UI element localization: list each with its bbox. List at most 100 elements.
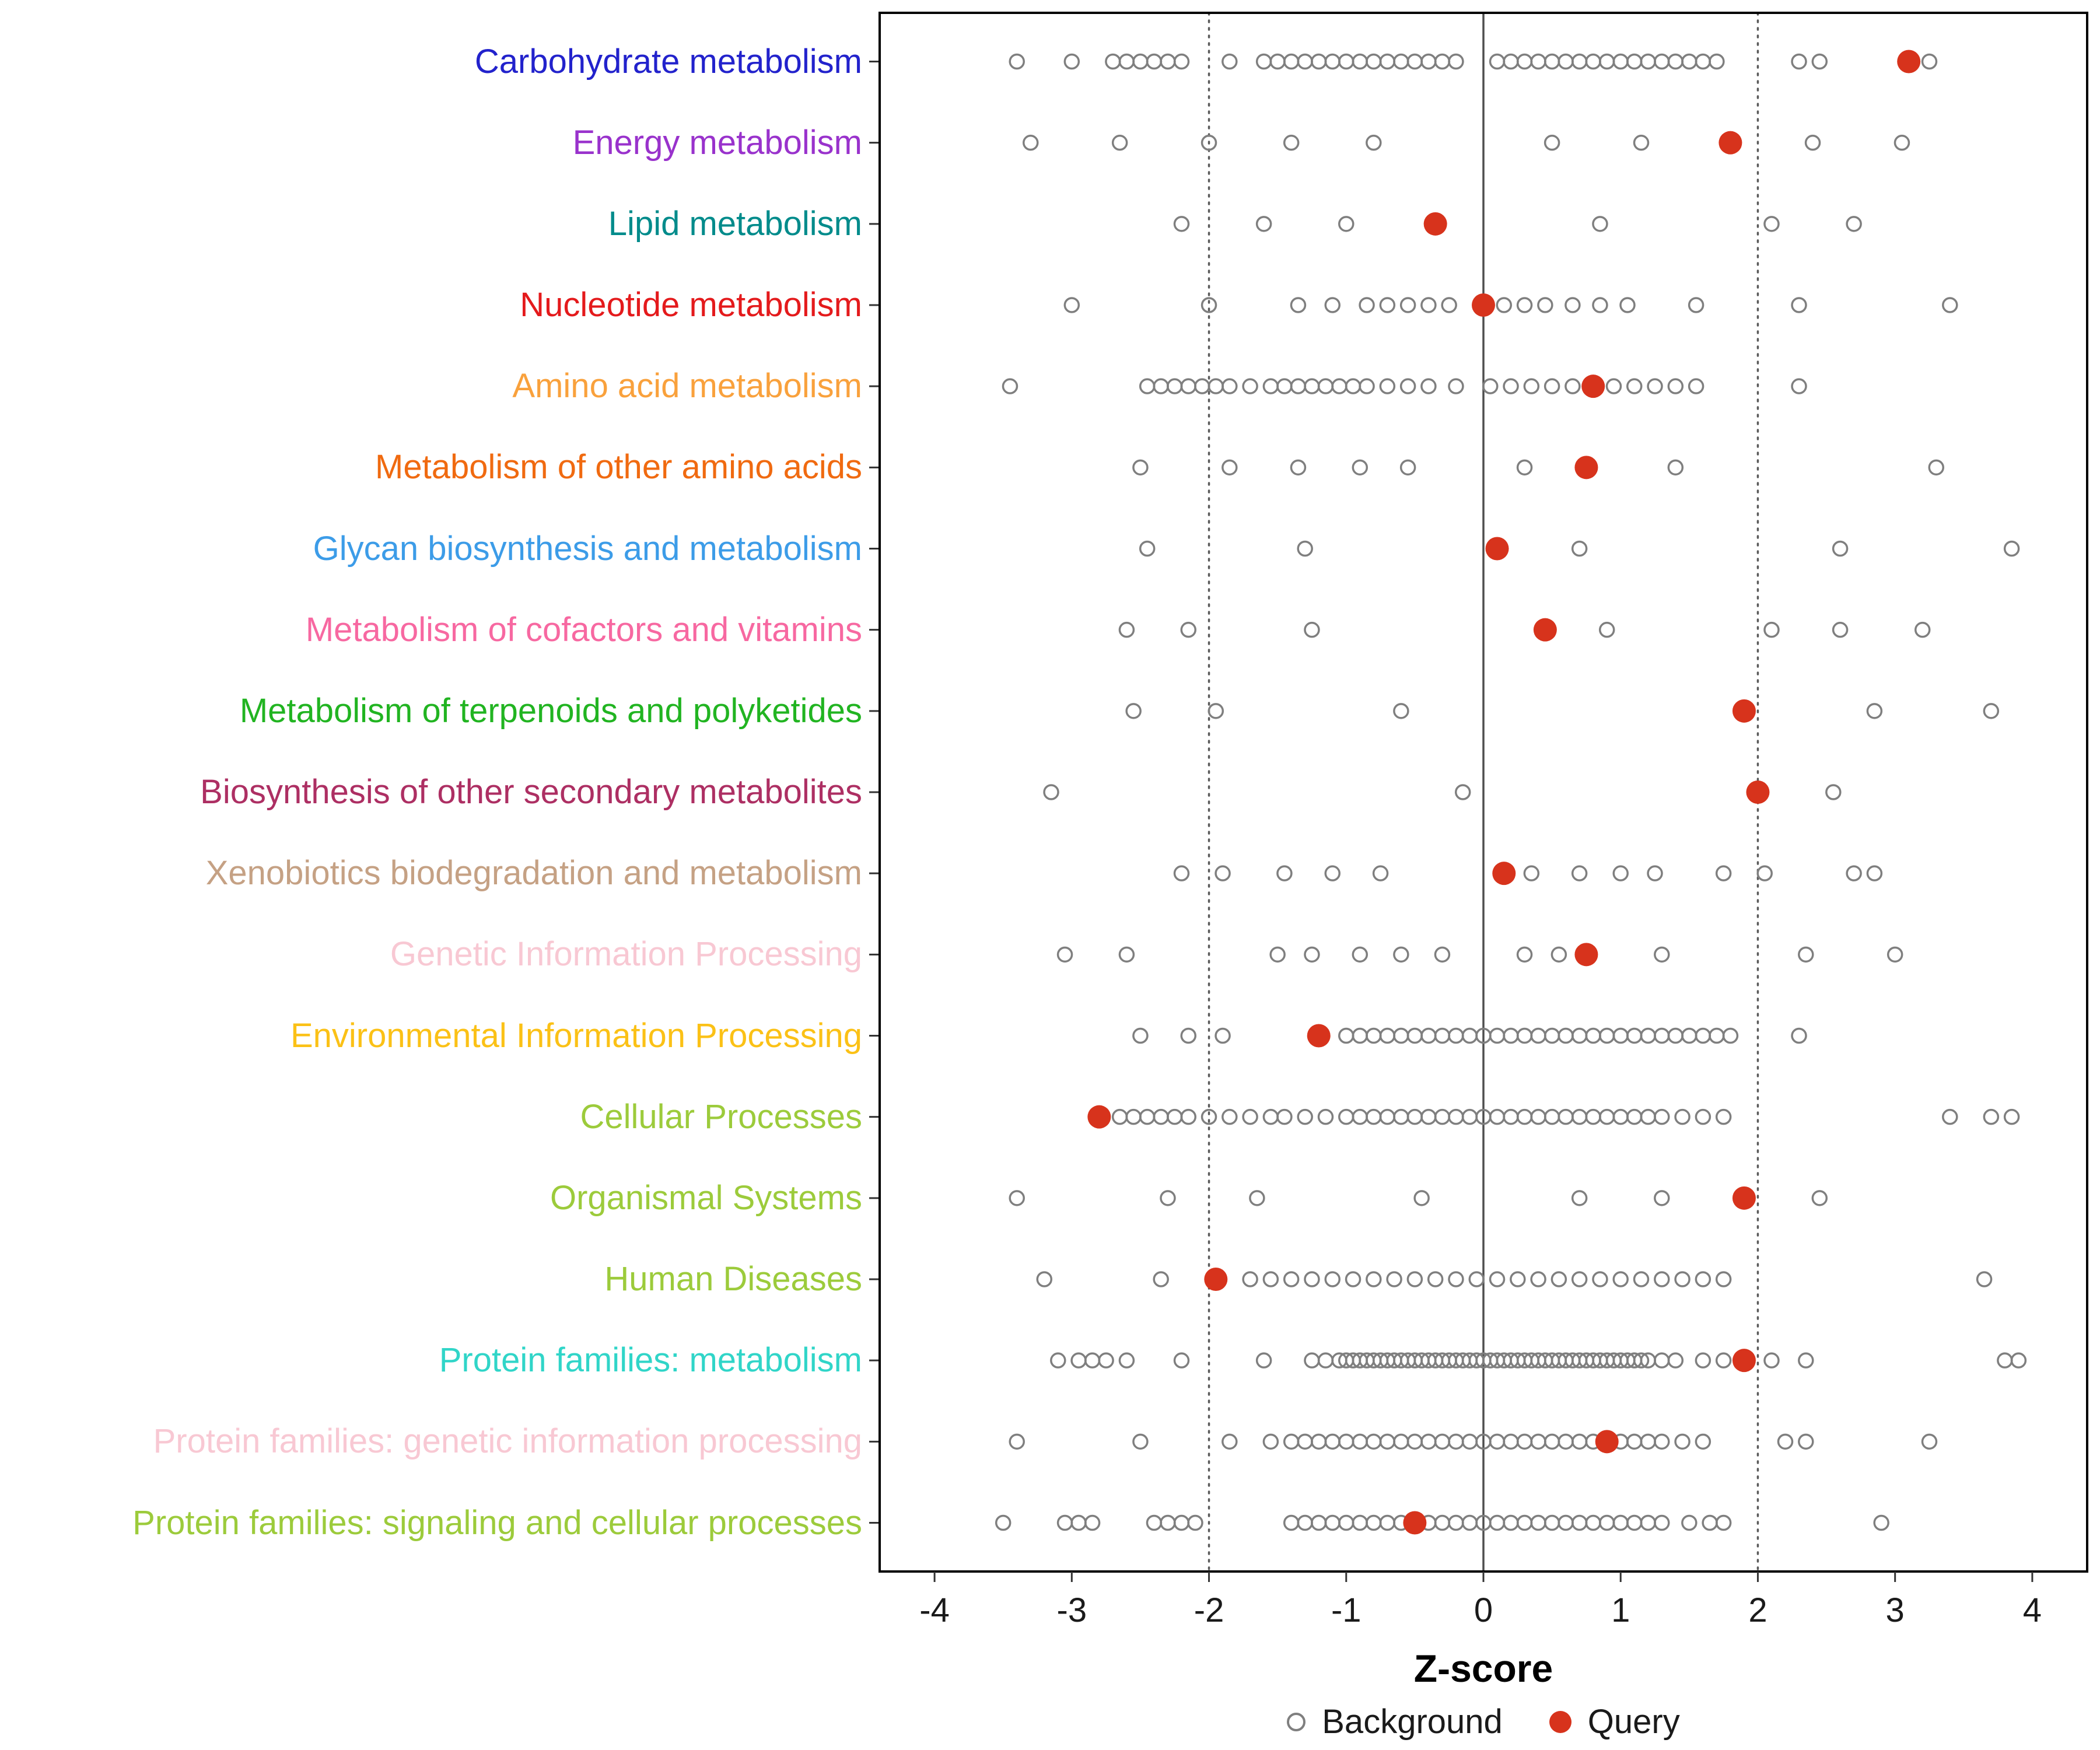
background-point (1695, 53, 1712, 70)
background-point (1654, 1108, 1670, 1125)
legend: Background Query (880, 1702, 2087, 1741)
background-point (1763, 1352, 1780, 1368)
background-point (1434, 1027, 1451, 1044)
category-label: Xenobiotics biodegradation and metabolis… (205, 854, 862, 892)
query-point (1533, 618, 1557, 642)
background-point (1304, 1352, 1320, 1368)
background-point (1420, 1027, 1437, 1044)
background-point (1654, 1027, 1670, 1044)
background-point (1530, 1108, 1546, 1125)
background-point (1420, 1108, 1437, 1125)
x-tick-label: 1 (1611, 1591, 1630, 1629)
background-point (1324, 53, 1340, 70)
background-point (1640, 1027, 1657, 1044)
background-point (1338, 216, 1354, 232)
background-point (1654, 1190, 1670, 1206)
query-point (1485, 537, 1509, 561)
background-point (1791, 1027, 1807, 1044)
background-point (1262, 1108, 1279, 1125)
background-point (1338, 1027, 1354, 1044)
background-point (1297, 1108, 1313, 1125)
background-point (1530, 1027, 1546, 1044)
background-point (1558, 1433, 1574, 1450)
background-point (1269, 53, 1286, 70)
background-point (1173, 216, 1190, 232)
query-point (1732, 1349, 1756, 1373)
category-label: Metabolism of cofactors and vitamins (305, 610, 862, 649)
background-point (1214, 1027, 1231, 1044)
background-point (1654, 1352, 1670, 1368)
background-point (1482, 378, 1499, 394)
background-point (1558, 1108, 1574, 1125)
background-point (1516, 459, 1533, 476)
background-point (1667, 1352, 1684, 1368)
query-point (1574, 943, 1598, 967)
background-point (1523, 378, 1540, 394)
background-point (1283, 1514, 1300, 1531)
background-point (1043, 784, 1059, 800)
background-point (1366, 1514, 1382, 1531)
background-point (1317, 378, 1334, 394)
background-point (1173, 53, 1190, 70)
background-point (1434, 1433, 1451, 1450)
background-point (1056, 946, 1073, 963)
background-point (1612, 1271, 1629, 1287)
background-point (1118, 946, 1135, 963)
background-point (1413, 1190, 1430, 1206)
background-point (1160, 53, 1176, 70)
background-point (1550, 946, 1567, 963)
background-point (1571, 865, 1588, 881)
background-point (1489, 1433, 1506, 1450)
background-point (1537, 297, 1553, 313)
background-point (1242, 378, 1258, 394)
category-label: Genetic Information Processing (390, 935, 862, 974)
background-point (1153, 1108, 1169, 1125)
background-point (1194, 378, 1210, 394)
background-point (1503, 1433, 1519, 1450)
background-point (1386, 1271, 1402, 1287)
background-point (1200, 297, 1217, 313)
background-point (1132, 1027, 1149, 1044)
background-point (1921, 1433, 1938, 1450)
background-point (1393, 1108, 1409, 1125)
background-point (1715, 1514, 1732, 1531)
background-point (1585, 1108, 1601, 1125)
background-point (1489, 1027, 1506, 1044)
background-point (1366, 1433, 1382, 1450)
background-point (1222, 1108, 1238, 1125)
background-point (1379, 297, 1396, 313)
background-point (1571, 1271, 1588, 1287)
background-point (1558, 1027, 1574, 1044)
background-point (1777, 1433, 1794, 1450)
background-point (1214, 865, 1231, 881)
background-point (1626, 1433, 1643, 1450)
background-point (1866, 865, 1883, 881)
background-point (1352, 53, 1368, 70)
background-point (1558, 53, 1574, 70)
x-tick-label: 4 (2023, 1591, 2042, 1629)
background-point (1420, 297, 1437, 313)
background-point (1654, 53, 1670, 70)
query-point (1581, 374, 1605, 398)
background-point (1338, 1514, 1354, 1531)
background-point (1406, 1027, 1423, 1044)
background-point (1379, 378, 1396, 394)
background-point (1393, 1433, 1409, 1450)
background-point (1249, 1190, 1265, 1206)
background-point (2003, 1108, 2020, 1125)
category-label: Amino acid metabolism (512, 367, 862, 405)
background-point (1111, 134, 1128, 151)
background-point (1640, 1514, 1657, 1531)
background-point (1461, 1108, 1478, 1125)
background-point (1571, 540, 1588, 557)
background-point (1023, 134, 1039, 151)
background-point (1125, 703, 1142, 719)
background-point (1222, 378, 1238, 394)
background-point (1448, 1108, 1464, 1125)
background-point (1434, 53, 1451, 70)
background-point (1366, 1108, 1382, 1125)
background-point (1132, 53, 1149, 70)
background-point (1276, 1108, 1293, 1125)
background-point (1146, 53, 1163, 70)
background-point (1242, 1108, 1258, 1125)
